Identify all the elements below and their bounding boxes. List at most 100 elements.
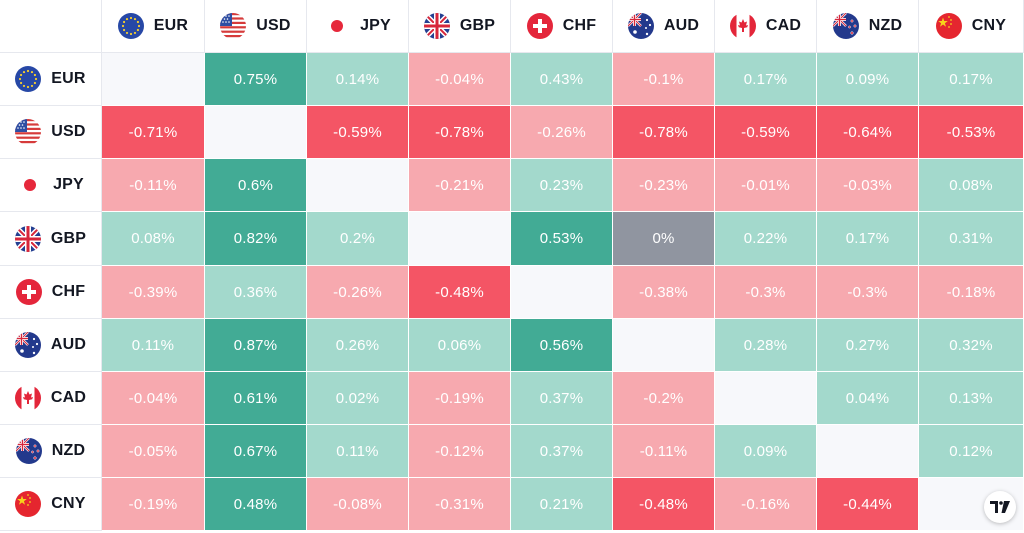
heatmap-cell-gbp-aud[interactable]: 0% xyxy=(613,212,715,266)
heatmap-cell-usd-gbp[interactable]: -0.78% xyxy=(409,106,511,159)
heatmap-cell-nzd-jpy[interactable]: 0.11% xyxy=(307,425,409,478)
column-header-cad[interactable]: CAD xyxy=(715,0,817,53)
column-header-nzd[interactable]: NZD xyxy=(817,0,919,53)
heatmap-cell-cad-aud[interactable]: -0.2% xyxy=(613,372,715,425)
heatmap-cell-eur-jpy[interactable]: 0.14% xyxy=(307,53,409,106)
heatmap-cell-jpy-aud[interactable]: -0.23% xyxy=(613,159,715,212)
row-header-aud[interactable]: AUD xyxy=(0,319,102,372)
heatmap-cell-cad-chf[interactable]: 0.37% xyxy=(511,372,613,425)
heatmap-cell-chf-cad[interactable]: -0.3% xyxy=(715,266,817,319)
ch-flag-icon xyxy=(526,13,553,39)
heatmap-cell-jpy-cny[interactable]: 0.08% xyxy=(919,159,1024,212)
row-header-usd[interactable]: USD xyxy=(0,106,102,159)
heatmap-cell-gbp-chf[interactable]: 0.53% xyxy=(511,212,613,266)
heatmap-cell-cad-nzd[interactable]: 0.04% xyxy=(817,372,919,425)
row-header-gbp[interactable]: GBP xyxy=(0,212,102,266)
column-header-usd[interactable]: USD xyxy=(205,0,307,53)
row-header-chf[interactable]: CHF xyxy=(0,266,102,319)
heatmap-cell-chf-cny[interactable]: -0.18% xyxy=(919,266,1024,319)
heatmap-cell-aud-cny[interactable]: 0.32% xyxy=(919,319,1024,372)
heatmap-cell-eur-usd[interactable]: 0.75% xyxy=(205,53,307,106)
heatmap-cell-cny-aud[interactable]: -0.48% xyxy=(613,478,715,531)
column-header-aud[interactable]: AUD xyxy=(613,0,715,53)
heatmap-cell-cad-usd[interactable]: 0.61% xyxy=(205,372,307,425)
heatmap-cell-empty-usd xyxy=(205,106,307,159)
heatmap-cell-aud-jpy[interactable]: 0.26% xyxy=(307,319,409,372)
heatmap-cell-cny-usd[interactable]: 0.48% xyxy=(205,478,307,531)
currency-code: CNY xyxy=(971,17,1007,34)
eu-flag-icon xyxy=(15,66,42,92)
heatmap-cell-cny-chf[interactable]: 0.21% xyxy=(511,478,613,531)
heatmap-cell-gbp-eur[interactable]: 0.08% xyxy=(102,212,205,266)
heatmap-cell-aud-usd[interactable]: 0.87% xyxy=(205,319,307,372)
row-header-jpy[interactable]: JPY xyxy=(0,159,102,212)
column-header-chf[interactable]: CHF xyxy=(511,0,613,53)
column-header-gbp[interactable]: GBP xyxy=(409,0,511,53)
heatmap-cell-nzd-gbp[interactable]: -0.12% xyxy=(409,425,511,478)
heatmap-cell-cny-cad[interactable]: -0.16% xyxy=(715,478,817,531)
heatmap-cell-nzd-eur[interactable]: -0.05% xyxy=(102,425,205,478)
currency-code: EUR xyxy=(51,70,86,87)
heatmap-cell-chf-gbp[interactable]: -0.48% xyxy=(409,266,511,319)
heatmap-cell-chf-nzd[interactable]: -0.3% xyxy=(817,266,919,319)
heatmap-cell-jpy-usd[interactable]: 0.6% xyxy=(205,159,307,212)
column-header-eur[interactable]: EUR xyxy=(102,0,205,53)
heatmap-cell-nzd-usd[interactable]: 0.67% xyxy=(205,425,307,478)
heatmap-cell-eur-cad[interactable]: 0.17% xyxy=(715,53,817,106)
heatmap-cell-usd-jpy[interactable]: -0.59% xyxy=(307,106,409,159)
heatmap-cell-cny-jpy[interactable]: -0.08% xyxy=(307,478,409,531)
heatmap-cell-chf-aud[interactable]: -0.38% xyxy=(613,266,715,319)
heatmap-cell-cny-gbp[interactable]: -0.31% xyxy=(409,478,511,531)
heatmap-cell-aud-chf[interactable]: 0.56% xyxy=(511,319,613,372)
heatmap-cell-aud-nzd[interactable]: 0.27% xyxy=(817,319,919,372)
heatmap-cell-gbp-usd[interactable]: 0.82% xyxy=(205,212,307,266)
heatmap-cell-jpy-cad[interactable]: -0.01% xyxy=(715,159,817,212)
heatmap-cell-usd-cny[interactable]: -0.53% xyxy=(919,106,1024,159)
heatmap-cell-gbp-jpy[interactable]: 0.2% xyxy=(307,212,409,266)
heatmap-cell-eur-cny[interactable]: 0.17% xyxy=(919,53,1024,106)
heatmap-cell-cad-jpy[interactable]: 0.02% xyxy=(307,372,409,425)
heatmap-cell-aud-cad[interactable]: 0.28% xyxy=(715,319,817,372)
heatmap-cell-nzd-chf[interactable]: 0.37% xyxy=(511,425,613,478)
heatmap-cell-gbp-cad[interactable]: 0.22% xyxy=(715,212,817,266)
tradingview-logo-icon[interactable] xyxy=(984,491,1016,523)
heatmap-cell-jpy-nzd[interactable]: -0.03% xyxy=(817,159,919,212)
row-header-nzd[interactable]: NZD xyxy=(0,425,102,478)
heatmap-cell-nzd-aud[interactable]: -0.11% xyxy=(613,425,715,478)
row-header-cad[interactable]: CAD xyxy=(0,372,102,425)
heatmap-cell-aud-eur[interactable]: 0.11% xyxy=(102,319,205,372)
heatmap-cell-usd-aud[interactable]: -0.78% xyxy=(613,106,715,159)
heatmap-cell-chf-usd[interactable]: 0.36% xyxy=(205,266,307,319)
heatmap-cell-aud-gbp[interactable]: 0.06% xyxy=(409,319,511,372)
heatmap-cell-eur-chf[interactable]: 0.43% xyxy=(511,53,613,106)
heatmap-cell-gbp-nzd[interactable]: 0.17% xyxy=(817,212,919,266)
heatmap-cell-chf-jpy[interactable]: -0.26% xyxy=(307,266,409,319)
cn-flag-icon xyxy=(15,491,42,517)
heatmap-cell-eur-nzd[interactable]: 0.09% xyxy=(817,53,919,106)
column-header-cny[interactable]: CNY xyxy=(919,0,1024,53)
heatmap-cell-usd-eur[interactable]: -0.71% xyxy=(102,106,205,159)
heatmap-cell-eur-aud[interactable]: -0.1% xyxy=(613,53,715,106)
heatmap-cell-eur-gbp[interactable]: -0.04% xyxy=(409,53,511,106)
heatmap-cell-usd-nzd[interactable]: -0.64% xyxy=(817,106,919,159)
heatmap-cell-usd-cad[interactable]: -0.59% xyxy=(715,106,817,159)
column-header-jpy[interactable]: JPY xyxy=(307,0,409,53)
heatmap-cell-cny-eur[interactable]: -0.19% xyxy=(102,478,205,531)
row-header-eur[interactable]: EUR xyxy=(0,53,102,106)
heatmap-cell-cad-eur[interactable]: -0.04% xyxy=(102,372,205,425)
heatmap-cell-chf-eur[interactable]: -0.39% xyxy=(102,266,205,319)
heatmap-cell-nzd-cny[interactable]: 0.12% xyxy=(919,425,1024,478)
heatmap-corner xyxy=(0,0,102,53)
heatmap-cell-gbp-cny[interactable]: 0.31% xyxy=(919,212,1024,266)
heatmap-cell-nzd-cad[interactable]: 0.09% xyxy=(715,425,817,478)
heatmap-cell-jpy-eur[interactable]: -0.11% xyxy=(102,159,205,212)
currency-code: GBP xyxy=(459,17,496,34)
heatmap-cell-cad-gbp[interactable]: -0.19% xyxy=(409,372,511,425)
heatmap-cell-cny-nzd[interactable]: -0.44% xyxy=(817,478,919,531)
heatmap-cell-cad-cny[interactable]: 0.13% xyxy=(919,372,1024,425)
heatmap-cell-jpy-gbp[interactable]: -0.21% xyxy=(409,159,511,212)
gb-flag-icon xyxy=(423,13,450,39)
heatmap-cell-jpy-chf[interactable]: 0.23% xyxy=(511,159,613,212)
row-header-cny[interactable]: CNY xyxy=(0,478,102,531)
heatmap-cell-usd-chf[interactable]: -0.26% xyxy=(511,106,613,159)
